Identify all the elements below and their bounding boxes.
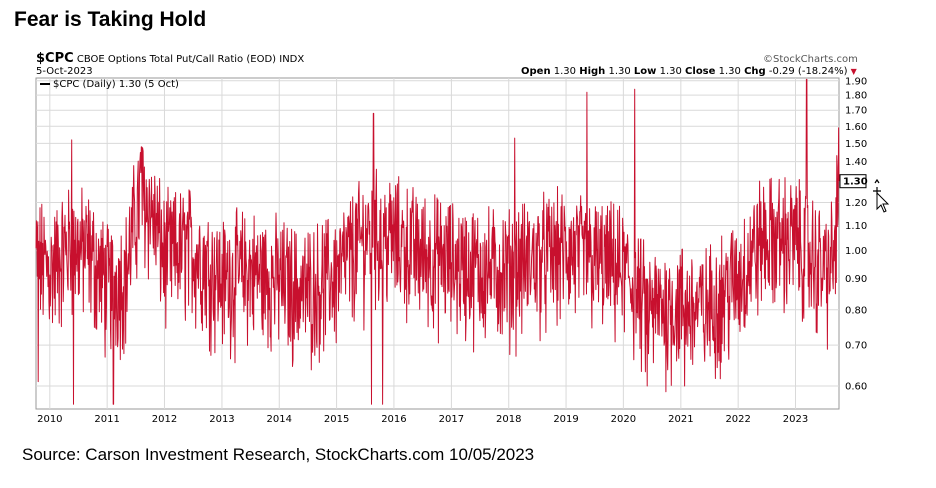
y-tick-label: 1.70 xyxy=(845,106,867,117)
series-group xyxy=(35,78,840,405)
symbol-description: CBOE Options Total Put/Call Ratio (EOD) xyxy=(76,54,277,65)
last-value-label: 1.30 xyxy=(843,177,868,188)
x-tick-label: 2010 xyxy=(37,414,62,425)
y-tick-label: 1.10 xyxy=(845,221,867,232)
x-tick-label: 2023 xyxy=(783,414,808,425)
x-tick-label: 2017 xyxy=(439,414,464,425)
chg-label: Chg xyxy=(744,66,766,77)
low-value: 1.30 xyxy=(659,66,682,77)
chg-value: -0.29 (-18.24%) xyxy=(768,66,848,77)
x-tick-label: 2016 xyxy=(381,414,406,425)
chart-date: 5-Oct-2023 xyxy=(36,66,93,77)
open-label: Open xyxy=(521,66,551,77)
y-tick-label: 1.50 xyxy=(845,139,867,150)
x-tick-label: 2011 xyxy=(94,414,119,425)
exchange-label: INDX xyxy=(279,54,305,65)
legend: $CPC (Daily) 1.30 (5 Oct) xyxy=(40,79,179,90)
y-axis: 0.60 0.70 0.80 0.90 1.00 1.10 1.20 1.30 1.40 1.50… xyxy=(845,76,867,392)
x-tick-label: 2022 xyxy=(725,414,750,425)
y-tick-label: 1.80 xyxy=(845,91,867,102)
crosshair-move-cursor-icon xyxy=(873,178,890,213)
quote-bar: Open 1.30 High 1.30 Low 1.30 Close 1.30 … xyxy=(521,66,857,77)
y-tick-label: 0.80 xyxy=(845,305,867,316)
x-tick-label: 2019 xyxy=(553,414,578,425)
x-axis: 2010 2011 2012 2013 2014 2015 2016 2017 2018 2019… xyxy=(37,414,808,425)
x-tick-label: 2013 xyxy=(209,414,234,425)
close-label: Close xyxy=(685,66,716,77)
y-tick-label: 1.00 xyxy=(845,246,867,257)
gridlines xyxy=(36,78,839,409)
high-value: 1.30 xyxy=(608,66,631,77)
low-label: Low xyxy=(633,66,657,77)
x-tick-label: 2020 xyxy=(611,414,636,425)
open-value: 1.30 xyxy=(553,66,577,77)
x-tick-label: 2021 xyxy=(668,414,693,425)
page-title: Fear is Taking Hold xyxy=(14,8,207,31)
last-value-box xyxy=(839,174,867,189)
chart-header: $CPC CBOE Options Total Put/Call Ratio (… xyxy=(36,51,304,66)
y-tick-label: 1.40 xyxy=(845,157,867,168)
close-value: 1.30 xyxy=(718,66,741,77)
series-line-cpc xyxy=(35,78,840,405)
y-tick-label: 1.90 xyxy=(845,76,867,87)
high-label: High xyxy=(579,66,606,77)
x-tick-label: 2018 xyxy=(496,414,521,425)
y-tick-label: 0.60 xyxy=(845,381,867,392)
y-tick-label: 1.60 xyxy=(845,122,867,133)
source-note: Source: Carson Investment Research, Stoc… xyxy=(22,445,535,464)
down-arrow-icon: ▼ xyxy=(850,67,857,76)
y-tick-label: 1.20 xyxy=(845,198,867,209)
last-value-marker: 1.30 xyxy=(839,174,868,189)
y-tick-label: 0.90 xyxy=(845,274,867,285)
watermark: ©StockCharts.com xyxy=(763,54,858,65)
y-tick-label: 0.70 xyxy=(845,341,867,352)
x-tick-label: 2012 xyxy=(152,414,177,425)
symbol-label: $CPC xyxy=(36,51,74,66)
x-tick-label: 2014 xyxy=(267,414,292,425)
x-tick-label: 2015 xyxy=(324,414,349,425)
legend-label: $CPC (Daily) 1.30 (5 Oct) xyxy=(53,79,179,90)
